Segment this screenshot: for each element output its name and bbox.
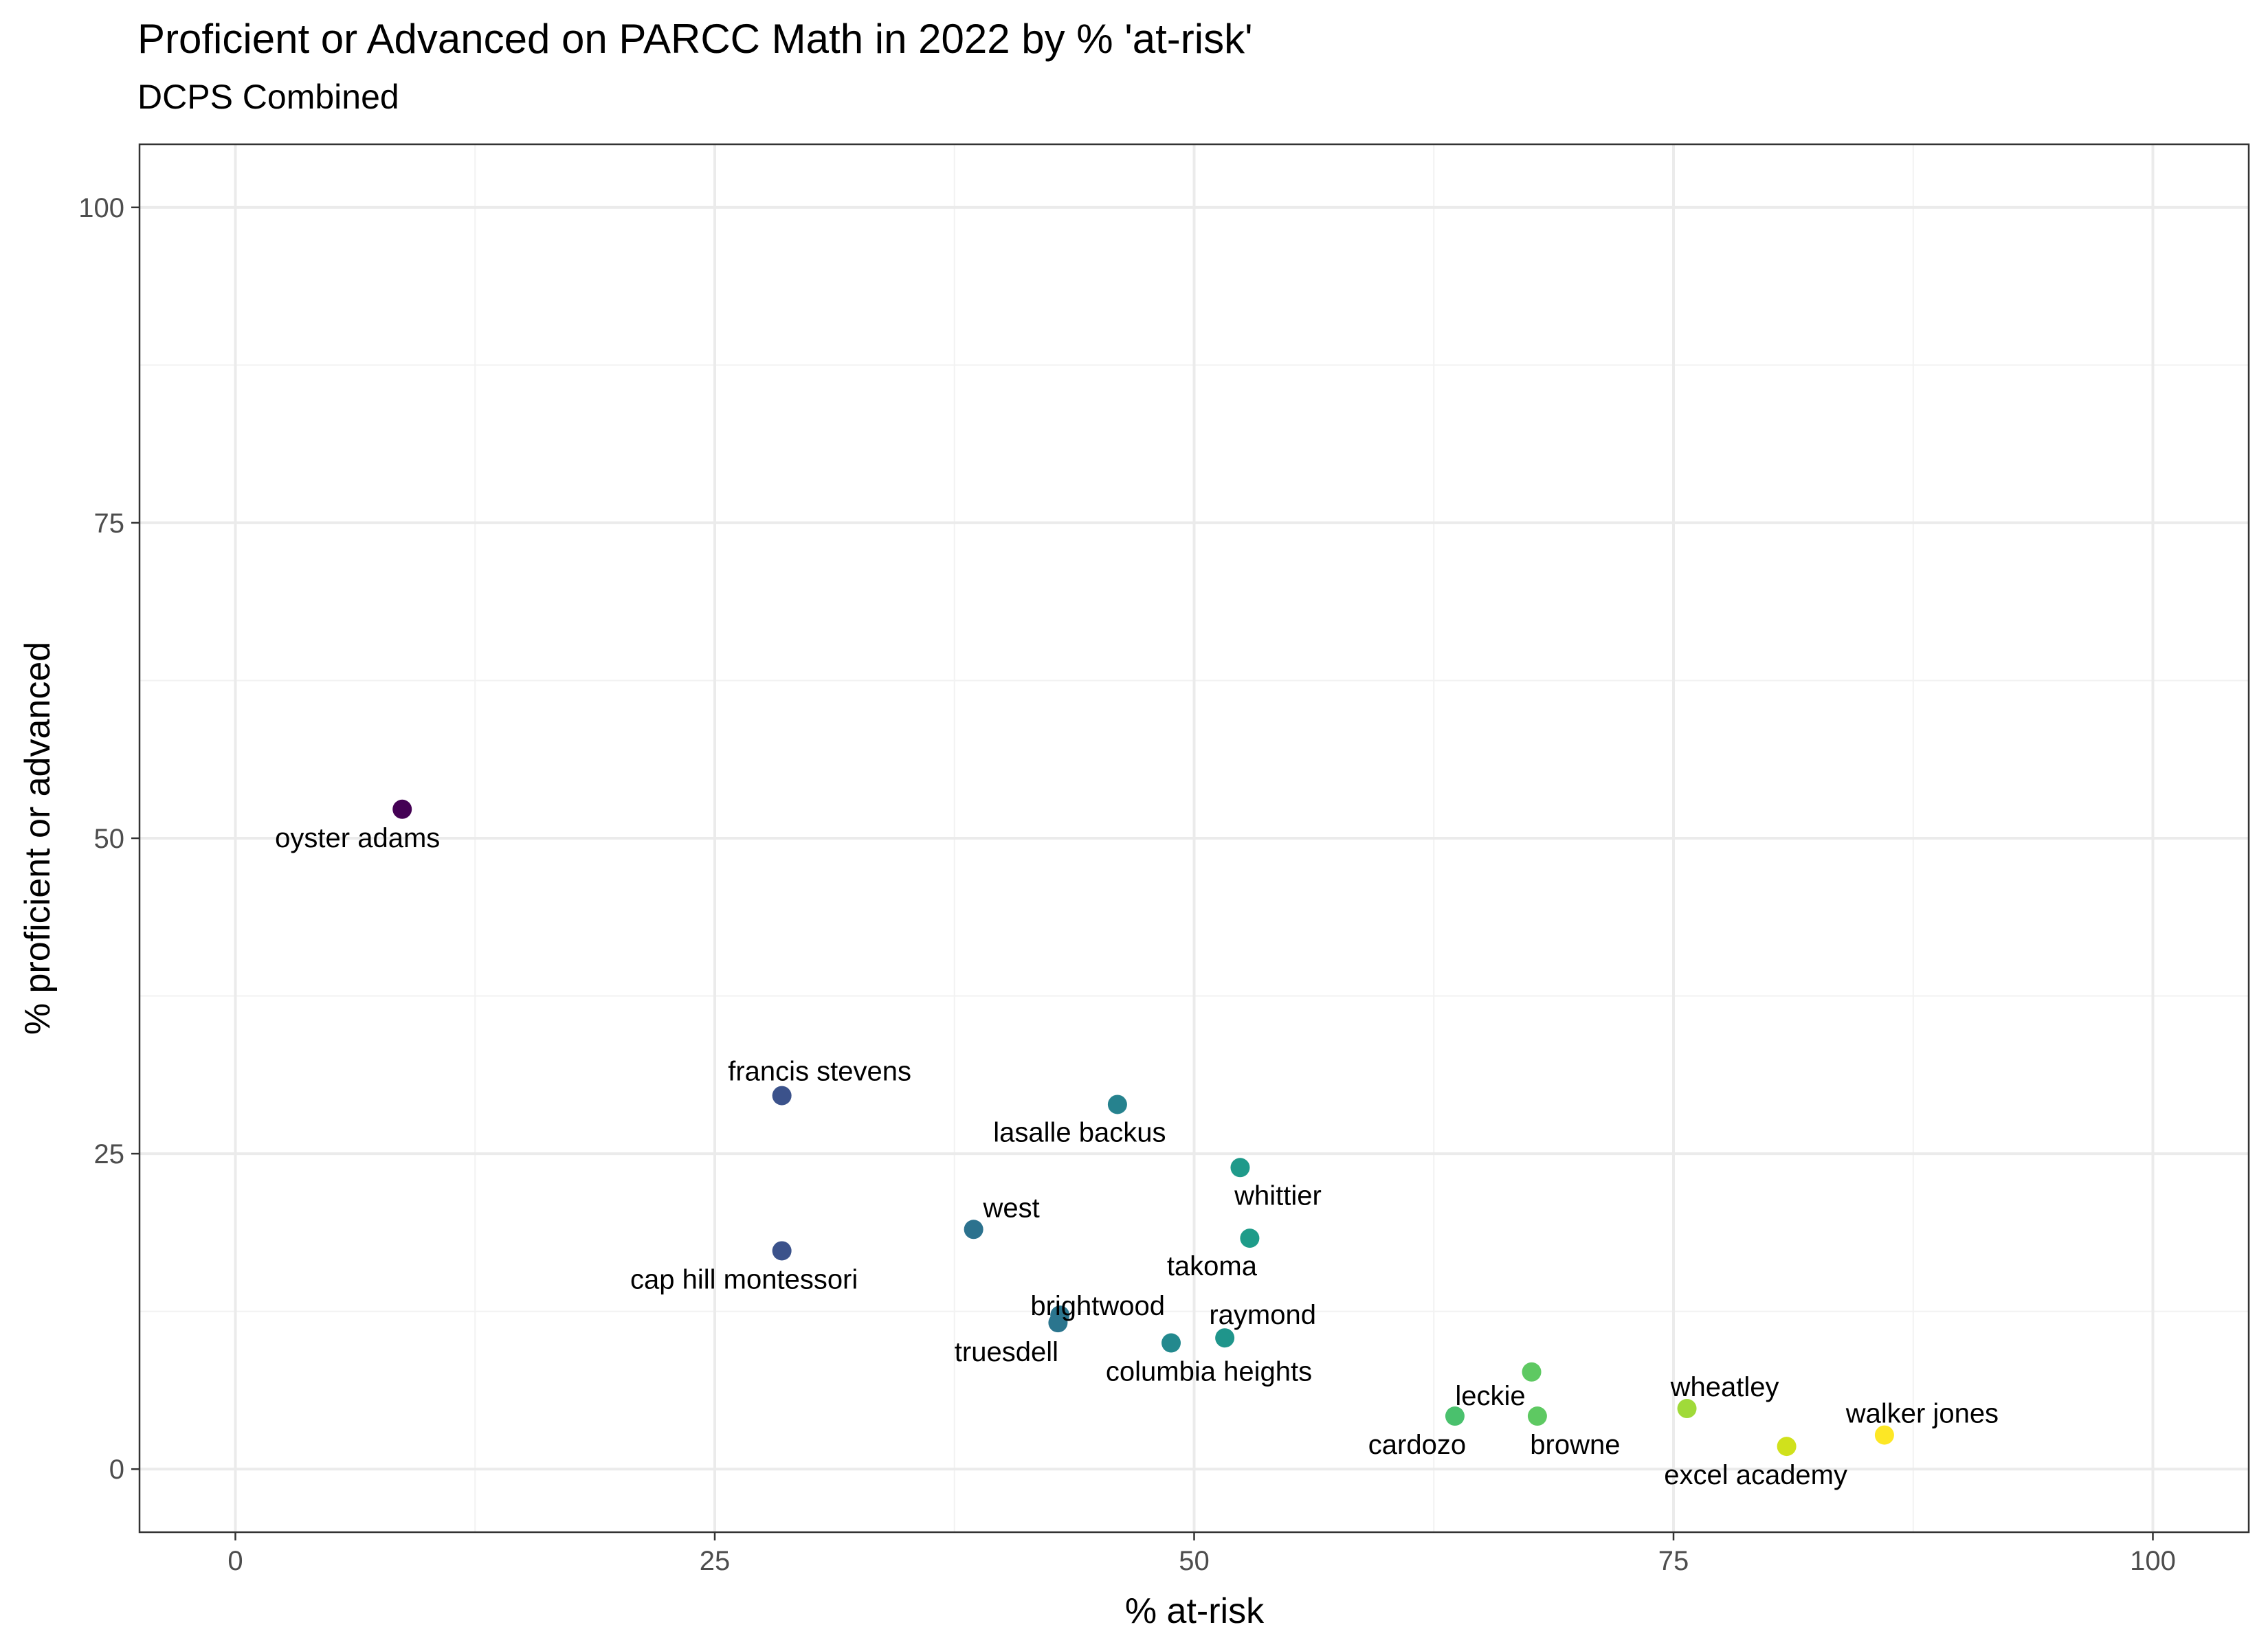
- data-point: [1230, 1158, 1250, 1178]
- major-gridlines: [140, 144, 2249, 1532]
- y-tick-label: 25: [94, 1139, 125, 1169]
- x-tick-label: 50: [1179, 1546, 1210, 1576]
- y-tick-label: 50: [94, 824, 125, 854]
- data-point: [392, 799, 412, 819]
- point-label: wheatley: [1670, 1372, 1779, 1402]
- point-label: west: [983, 1193, 1040, 1223]
- point-label: truesdell: [955, 1337, 1058, 1367]
- data-points: [392, 799, 1894, 1457]
- y-axis: 0 25 50 75 100: [78, 193, 140, 1485]
- point-labels: oyster adams francis stevens cap hill mont…: [275, 823, 1999, 1490]
- x-tick-label: 0: [227, 1546, 243, 1576]
- chart-title: Proficient or Advanced on PARCC Math in …: [137, 16, 1253, 62]
- data-point: [1048, 1313, 1068, 1333]
- y-tick-label: 75: [94, 508, 125, 539]
- x-tick-label: 75: [1658, 1546, 1689, 1576]
- point-label: whittier: [1234, 1180, 1322, 1211]
- point-label: takoma: [1167, 1251, 1258, 1281]
- x-tick-label: 100: [2130, 1546, 2176, 1576]
- data-point: [1161, 1333, 1181, 1353]
- point-label: raymond: [1209, 1300, 1316, 1330]
- point-label: lasalle backus: [993, 1117, 1166, 1147]
- point-label: leckie: [1455, 1381, 1525, 1411]
- x-axis-title: % at-risk: [1125, 1591, 1265, 1631]
- y-tick-label: 0: [109, 1455, 124, 1485]
- data-point: [1527, 1406, 1547, 1426]
- x-tick-label: 25: [700, 1546, 731, 1576]
- point-label: browne: [1530, 1430, 1620, 1460]
- data-point: [1874, 1425, 1894, 1445]
- point-label: cardozo: [1368, 1430, 1466, 1460]
- y-axis-title: % proficient or advanced: [18, 642, 58, 1035]
- x-axis: 0 25 50 75 100: [227, 1532, 2176, 1576]
- data-point: [964, 1220, 983, 1239]
- point-label: columbia heights: [1106, 1357, 1312, 1387]
- data-point: [1215, 1328, 1235, 1348]
- point-label: excel academy: [1664, 1460, 1847, 1490]
- point-label: cap hill montessori: [630, 1264, 858, 1294]
- data-point: [1240, 1229, 1260, 1248]
- data-point: [1107, 1095, 1127, 1114]
- point-label: francis stevens: [728, 1057, 911, 1087]
- data-point: [1445, 1406, 1465, 1426]
- data-point: [772, 1086, 792, 1106]
- data-point: [1777, 1437, 1797, 1457]
- y-tick-label: 100: [78, 193, 124, 223]
- point-label: brightwood: [1030, 1291, 1165, 1321]
- data-point: [1522, 1362, 1542, 1382]
- point-label: oyster adams: [275, 823, 440, 853]
- chart-subtitle: DCPS Combined: [137, 78, 399, 116]
- data-point: [1677, 1399, 1697, 1419]
- point-label: walker jones: [1845, 1399, 1999, 1429]
- data-point: [772, 1241, 792, 1261]
